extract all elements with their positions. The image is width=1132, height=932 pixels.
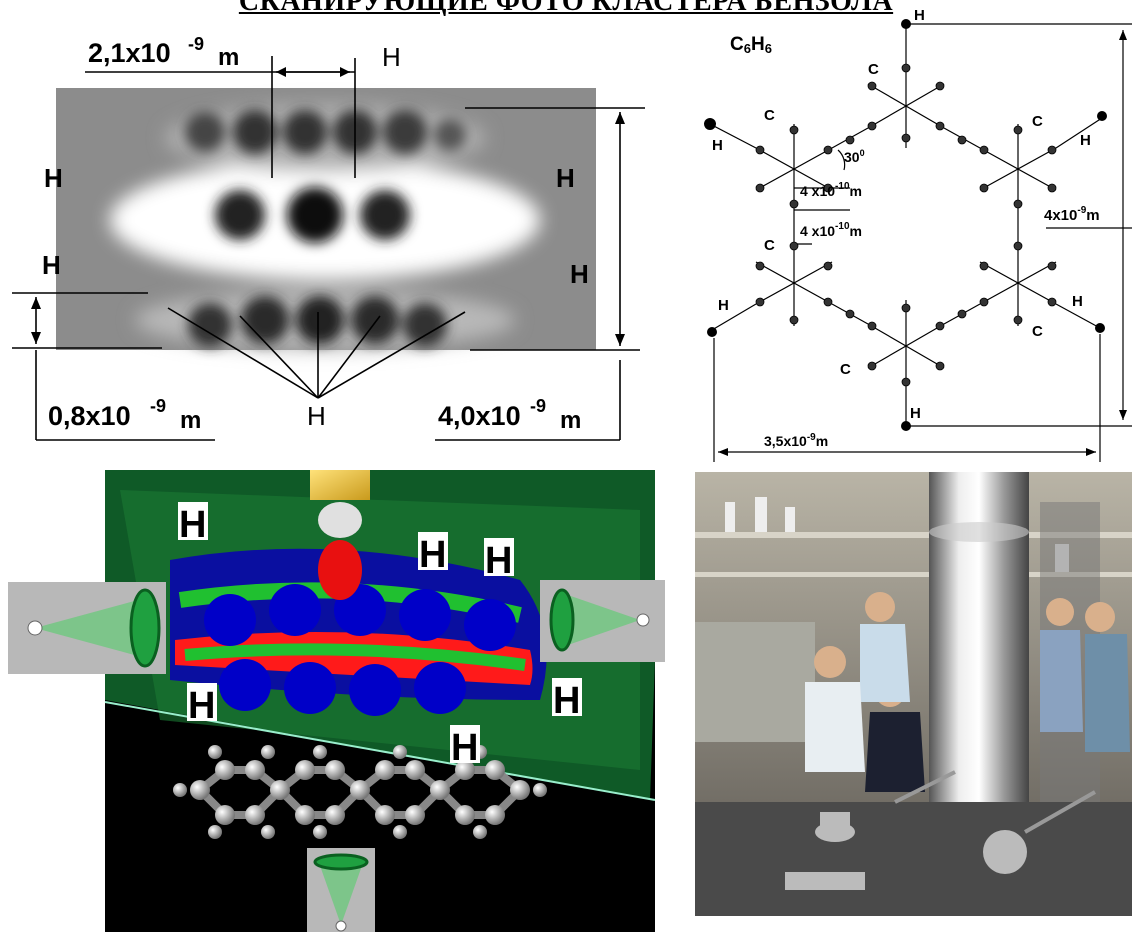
dim-right-label: 4,0x10: [438, 401, 521, 431]
h-label: H: [570, 259, 589, 289]
angle-label: 300: [844, 148, 865, 165]
c-label: C: [868, 61, 879, 78]
svg-text:H: H: [451, 727, 478, 769]
dim-right-exp: -9: [530, 396, 546, 416]
h-tag: H: [418, 532, 448, 576]
svg-text:H: H: [179, 504, 206, 546]
h-label: H: [42, 250, 61, 280]
c-label: C: [764, 107, 775, 124]
svg-text:H: H: [485, 540, 512, 582]
h-tag: H: [178, 502, 208, 546]
h-tag: H: [484, 538, 514, 582]
render-3d-panel: H H H H H H: [8, 470, 665, 932]
svg-text:H: H: [553, 680, 580, 722]
h-tag: H: [450, 725, 480, 769]
h-label: H: [712, 137, 723, 154]
c-label: C: [764, 237, 775, 254]
benzene-schema-panel: C6H6 H H H H H H C C C C C C 300 4 x10-1…: [704, 7, 1132, 462]
height-label: 4x10-9m: [1044, 205, 1100, 224]
c-label: C: [1032, 323, 1043, 340]
dim-left-label: 0,8x10: [48, 401, 131, 431]
afm-scan-panel: 2,1x10 -9 m 0,8x10 -9 m 4,0x10 -9 m H H …: [12, 34, 645, 441]
c-label: C: [840, 361, 851, 378]
lab-photo-panel: [695, 472, 1132, 916]
h-tag: H: [187, 683, 217, 727]
dim-top-label: 2,1x10: [88, 38, 171, 68]
h-label: H: [556, 163, 575, 193]
bond2-label: 4 x10-10m: [800, 221, 862, 239]
h-label: H: [44, 163, 63, 193]
width-label: 3,5x10-9m: [764, 432, 828, 449]
h-label: H: [1080, 132, 1091, 149]
dim-top-exp: -9: [188, 34, 204, 54]
svg-text:H: H: [188, 685, 215, 727]
h-label: H: [914, 7, 925, 24]
h-label: H: [910, 405, 921, 422]
page-title: СКАНИРУЮЩИЕ ФОТО КЛАСТЕРА БЕНЗОЛА: [238, 0, 894, 17]
h-label: H: [1072, 293, 1083, 310]
svg-text:H: H: [419, 534, 446, 576]
formula: C6H6: [730, 34, 772, 56]
h-label: H: [382, 42, 401, 72]
h-tag: H: [552, 678, 582, 722]
h-label: H: [307, 401, 326, 431]
dim-top-unit: m: [218, 44, 239, 71]
dim-left-exp: -9: [150, 396, 166, 416]
dim-right-unit: m: [560, 407, 581, 434]
h-label: H: [718, 297, 729, 314]
dim-left-unit: m: [180, 407, 201, 434]
bond1-label: 4 x10-10m: [800, 181, 862, 199]
c-label: C: [1032, 113, 1043, 130]
